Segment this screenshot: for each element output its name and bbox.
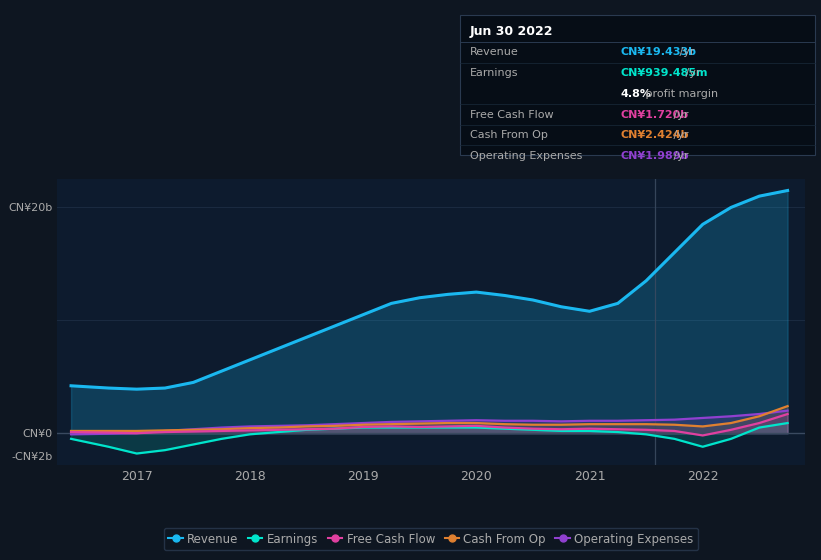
Text: Revenue: Revenue	[470, 48, 519, 58]
Text: Earnings: Earnings	[470, 68, 518, 78]
Text: /yr: /yr	[676, 48, 695, 58]
Legend: Revenue, Earnings, Free Cash Flow, Cash From Op, Operating Expenses: Revenue, Earnings, Free Cash Flow, Cash …	[163, 528, 699, 550]
Text: Jun 30 2022: Jun 30 2022	[470, 25, 553, 38]
Text: Cash From Op: Cash From Op	[470, 130, 548, 141]
Text: CN¥939.485m: CN¥939.485m	[620, 68, 708, 78]
Text: /yr: /yr	[681, 68, 700, 78]
Text: Operating Expenses: Operating Expenses	[470, 151, 582, 161]
Text: /yr: /yr	[670, 151, 689, 161]
Text: CN¥1.720b: CN¥1.720b	[620, 110, 688, 120]
Text: 4.8%: 4.8%	[620, 89, 651, 99]
Text: CN¥19.433b: CN¥19.433b	[620, 48, 696, 58]
Text: /yr: /yr	[670, 130, 689, 141]
Text: Free Cash Flow: Free Cash Flow	[470, 110, 553, 120]
Text: CN¥1.989b: CN¥1.989b	[620, 151, 689, 161]
Text: CN¥2.424b: CN¥2.424b	[620, 130, 689, 141]
Text: profit margin: profit margin	[642, 89, 718, 99]
Text: /yr: /yr	[670, 110, 689, 120]
